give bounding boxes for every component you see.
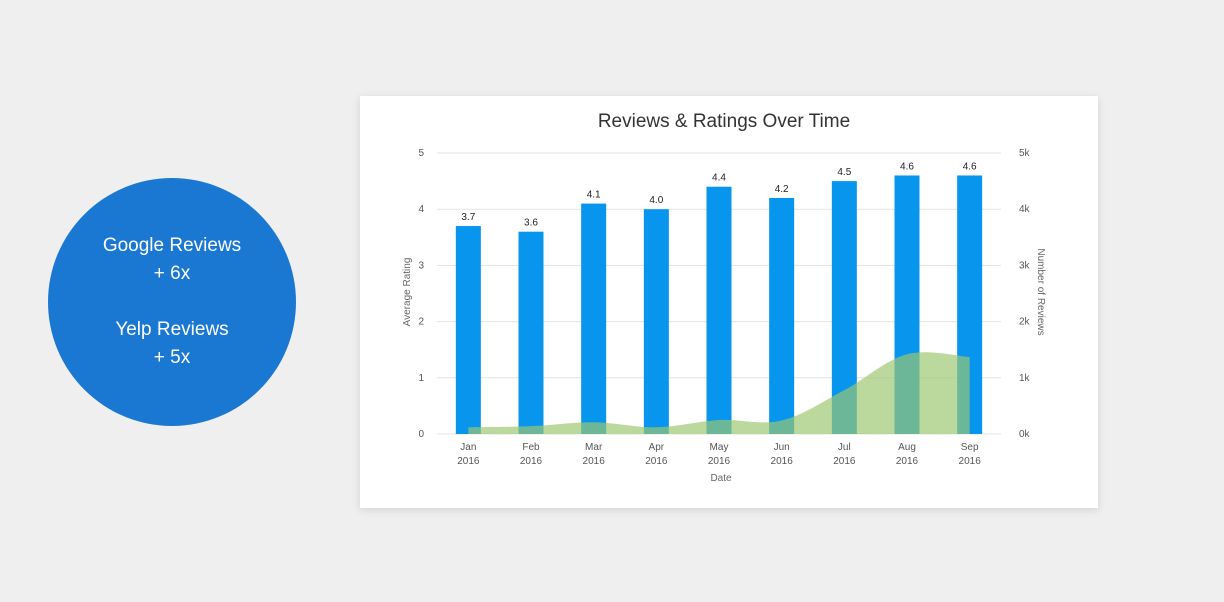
x-tick-label: Jun (774, 442, 790, 453)
rating-bar (643, 209, 669, 434)
rating-bar (706, 186, 732, 434)
stats-circle: Google Reviews + 6x Yelp Reviews + 5x (48, 178, 296, 426)
bar-value-label: 4.0 (649, 195, 663, 206)
x-axis-title: Date (710, 473, 732, 484)
y-axis-title: Average Rating (402, 258, 413, 327)
rating-bar (769, 197, 795, 434)
y-tick-label: 3 (418, 260, 424, 271)
bar-value-label: 4.2 (775, 184, 789, 195)
x-tick-label: 2016 (771, 456, 794, 467)
rating-bar (518, 231, 544, 434)
bar-value-label: 4.5 (837, 167, 851, 178)
yelp-reviews-label: Yelp Reviews (115, 319, 229, 340)
x-tick-label: 2016 (457, 456, 480, 467)
y2-tick-label: 4k (1019, 204, 1031, 215)
x-tick-label: 2016 (645, 456, 668, 467)
bar-value-label: 4.1 (587, 190, 601, 201)
y2-tick-label: 0k (1019, 429, 1031, 440)
reviews-ratings-chart: Reviews & Ratings Over Time 0 1 2 3 4 5 0k 1k 2k… (402, 111, 1046, 484)
x-tick-label: 2016 (833, 456, 856, 467)
chart-title: Reviews & Ratings Over Time (598, 111, 850, 132)
x-tick-label: Mar (585, 442, 603, 453)
x-tick-label: 2016 (583, 456, 606, 467)
y2-axis-title: Number of Reviews (1035, 248, 1046, 335)
y-tick-label: 2 (418, 317, 424, 328)
bar-value-label: 3.6 (524, 218, 538, 229)
rating-bar (581, 203, 607, 434)
bar-value-label: 4.6 (963, 161, 977, 172)
reviews-count-area (468, 352, 970, 434)
y2-tick-label: 2k (1019, 317, 1031, 328)
yelp-reviews-growth: + 5x (153, 347, 191, 368)
y-tick-label: 1 (418, 373, 424, 384)
bar-value-label: 4.4 (712, 173, 726, 184)
x-tick-label: 2016 (959, 456, 982, 467)
rating-bar (455, 226, 481, 434)
x-tick-label: Feb (522, 442, 540, 453)
x-tick-label: 2016 (520, 456, 543, 467)
y2-tick-label: 3k (1019, 260, 1031, 271)
x-tick-label: Apr (649, 442, 665, 453)
y-tick-label: 4 (418, 204, 424, 215)
x-tick-label: Aug (898, 442, 916, 453)
x-tick-label: 2016 (896, 456, 919, 467)
bar-value-label: 4.6 (900, 161, 914, 172)
google-reviews-growth: + 6x (153, 263, 191, 284)
y-tick-label: 0 (418, 429, 424, 440)
y2-tick-label: 5k (1019, 148, 1031, 159)
y-tick-label: 5 (418, 148, 424, 159)
x-tick-label: Jan (460, 442, 476, 453)
x-tick-label: Jul (838, 442, 851, 453)
google-reviews-label: Google Reviews (102, 235, 242, 256)
chart-card: Reviews & Ratings Over Time 0 1 2 3 4 5 0k 1k 2k… (360, 96, 1098, 508)
y2-tick-label: 1k (1019, 373, 1031, 384)
x-tick-label: 2016 (708, 456, 731, 467)
bar-value-label: 3.7 (461, 212, 475, 223)
x-tick-label: Sep (961, 442, 979, 453)
x-tick-label: May (710, 442, 729, 453)
